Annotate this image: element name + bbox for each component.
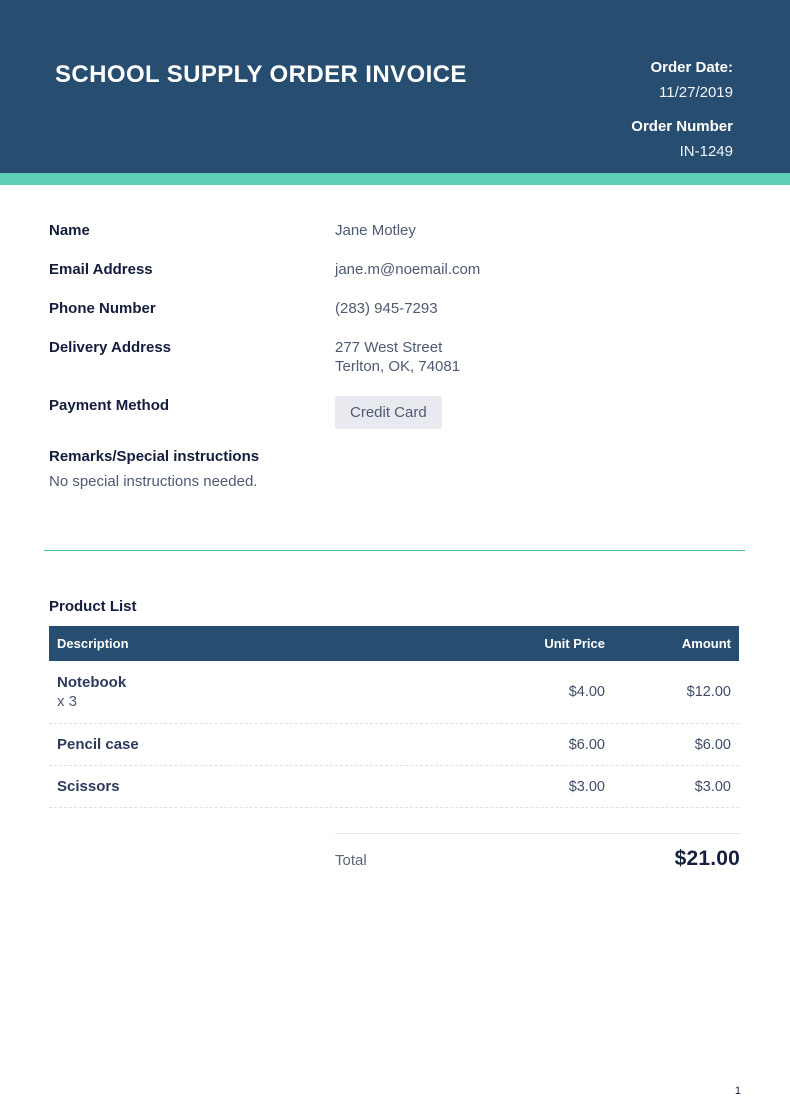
payment-method-value: Credit Card (335, 396, 442, 429)
payment-method-chip: Credit Card (335, 396, 442, 429)
total-value: $21.00 (674, 847, 740, 870)
name-value: Jane Motley (335, 222, 416, 239)
order-number-group: Order Number IN-1249 (631, 118, 733, 160)
product-amount: $3.00 (694, 778, 731, 795)
field-name: Name Jane Motley (49, 221, 741, 240)
remarks-block: Remarks/Special instructions No special … (49, 447, 741, 491)
customer-details-section: Name Jane Motley Email Address jane.m@no… (0, 185, 790, 491)
address-line-1: 277 West Street (335, 339, 443, 356)
phone-label: Phone Number (49, 300, 156, 317)
product-unit-price: $4.00 (568, 684, 605, 700)
product-unit-price: $6.00 (568, 736, 605, 753)
product-unit-price: $3.00 (568, 778, 605, 795)
table-row: Notebook x 3 $4.00 $12.00 (49, 661, 739, 724)
column-header-amount: Amount (681, 636, 731, 651)
product-amount: $12.00 (686, 684, 731, 700)
invoice-header: SCHOOL SUPPLY ORDER INVOICE Order Date: … (0, 0, 790, 173)
section-divider (44, 550, 745, 551)
delivery-address-label: Delivery Address (49, 339, 172, 356)
order-date-value: 11/27/2019 (659, 84, 733, 101)
phone-value: (283) 945-7293 (335, 300, 438, 317)
field-phone: Phone Number (283) 945-7293 (49, 299, 741, 318)
table-row: Pencil case $6.00 $6.00 (49, 724, 739, 766)
product-list-heading: Product List (49, 598, 137, 615)
product-name: Pencil case (57, 736, 139, 753)
table-row: Scissors $3.00 $3.00 (49, 766, 739, 808)
field-email: Email Address jane.m@noemail.com (49, 260, 741, 279)
page-title: SCHOOL SUPPLY ORDER INVOICE (55, 61, 467, 88)
product-description-cell: Pencil case (49, 735, 485, 754)
column-header-description: Description (57, 636, 129, 651)
total-label: Total (335, 852, 367, 869)
order-date-label: Order Date: (650, 59, 733, 76)
payment-method-label: Payment Method (49, 397, 170, 414)
product-list-section: Product List Description Unit Price Amou… (0, 551, 790, 808)
accent-stripe (0, 173, 790, 185)
name-label: Name (49, 222, 90, 239)
column-header-unit-price: Unit Price (544, 636, 605, 651)
product-name: Scissors (57, 778, 120, 795)
total-section: Total $21.00 (335, 833, 740, 871)
product-description-cell: Notebook x 3 (49, 673, 485, 711)
field-payment-method: Payment Method Credit Card (49, 396, 741, 429)
product-description-cell: Scissors (49, 777, 485, 796)
remarks-label: Remarks/Special instructions (49, 448, 260, 465)
order-number-value: IN-1249 (679, 143, 733, 160)
product-name: Notebook (57, 674, 127, 691)
order-meta: Order Date: 11/27/2019 Order Number IN-1… (631, 59, 733, 160)
product-quantity: x 3 (57, 693, 78, 710)
order-number-label: Order Number (631, 118, 733, 135)
email-value: jane.m@noemail.com (335, 261, 481, 278)
remarks-value: No special instructions needed. (49, 473, 258, 490)
product-table-header: Description Unit Price Amount (49, 626, 739, 661)
page-number: 1 (734, 1085, 741, 1097)
order-date-group: Order Date: 11/27/2019 (631, 59, 733, 101)
delivery-address-value: 277 West Street Terlton, OK, 74081 (335, 338, 460, 376)
address-line-2: Terlton, OK, 74081 (335, 358, 461, 375)
field-delivery-address: Delivery Address 277 West Street Terlton… (49, 338, 741, 376)
product-amount: $6.00 (694, 736, 731, 753)
email-label: Email Address (49, 261, 153, 278)
product-table: Description Unit Price Amount Notebook x… (49, 626, 739, 808)
